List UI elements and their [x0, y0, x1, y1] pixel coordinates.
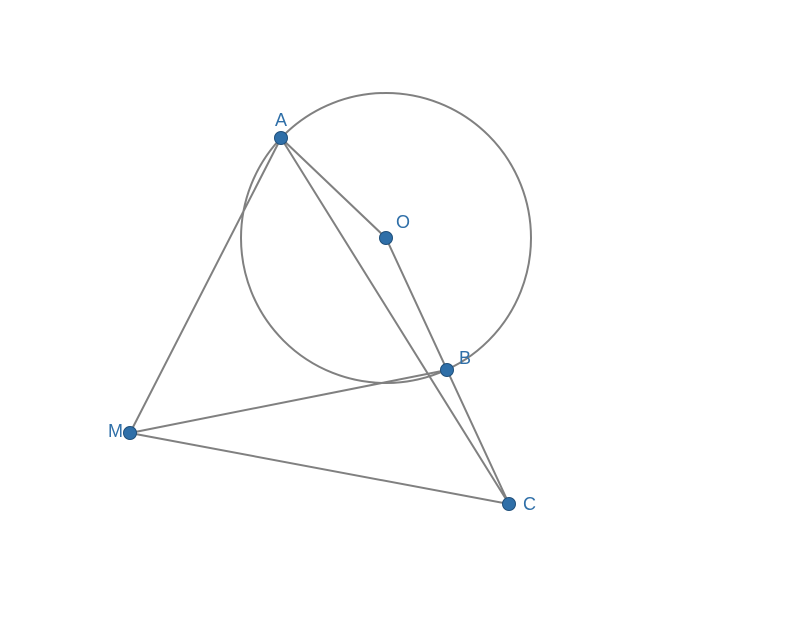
point-label-o: O	[396, 212, 410, 232]
point-label-c: C	[523, 494, 536, 514]
point-a	[275, 132, 288, 145]
point-label-m: M	[108, 421, 123, 441]
point-label-b: B	[459, 348, 471, 368]
point-m	[124, 427, 137, 440]
point-c	[503, 498, 516, 511]
point-label-a: A	[275, 110, 287, 130]
point-b	[441, 364, 454, 377]
segment-mb	[130, 370, 447, 433]
point-o	[380, 232, 393, 245]
segment-ac	[281, 138, 509, 504]
segment-ma	[130, 138, 281, 433]
geometry-diagram: O A B M C	[0, 0, 800, 623]
segment-mc	[130, 433, 509, 504]
